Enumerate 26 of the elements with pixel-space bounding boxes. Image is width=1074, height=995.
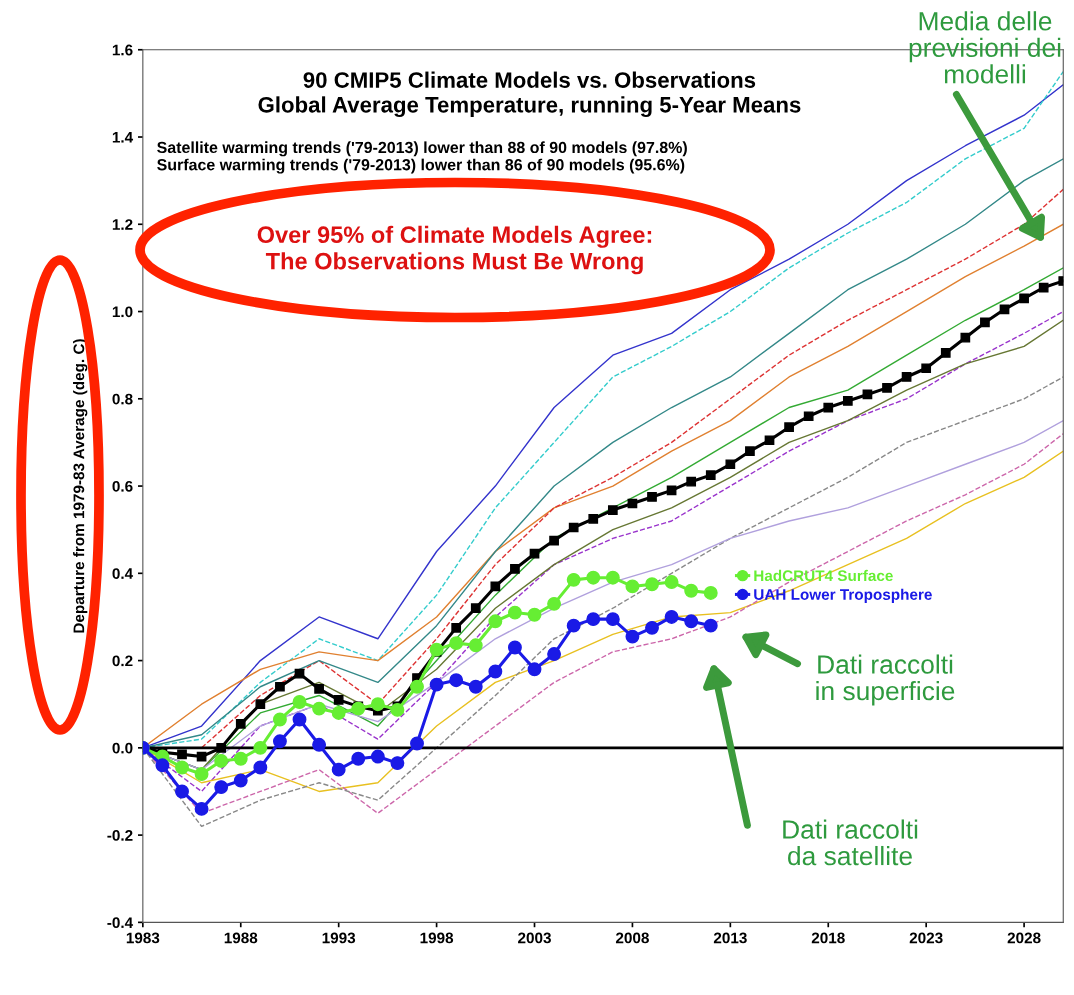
annotation: Dati raccolti da satellite bbox=[783, 819, 918, 866]
y-tick-label: -0.4 bbox=[107, 917, 134, 929]
y-tick-label: 0.0 bbox=[112, 742, 133, 754]
x-tick-label: 1988 bbox=[224, 932, 258, 944]
y-tick-label: 1.6 bbox=[112, 44, 133, 56]
x-tick-label: 2018 bbox=[811, 932, 845, 944]
annotation: Dati raccolti in superficie bbox=[816, 654, 955, 706]
y-tick-label: 0.6 bbox=[112, 480, 133, 492]
x-tick-label: 2023 bbox=[909, 932, 943, 944]
x-tick-label: 2008 bbox=[615, 932, 649, 944]
y-tick-label: 1.2 bbox=[112, 219, 133, 230]
x-tick-label: 2003 bbox=[518, 932, 551, 944]
text: 90 CMIP5 Climate Models vs. Observations Global Average Temperature, running 5-Year Means bbox=[258, 71, 801, 118]
x-tick-label: 1983 bbox=[126, 932, 160, 944]
y-tick-label: 1.0 bbox=[112, 306, 133, 318]
x-tick-label: 1998 bbox=[420, 932, 454, 944]
x-tick-label: 2013 bbox=[713, 932, 747, 944]
y-tick-label: 0.2 bbox=[112, 655, 133, 667]
text: Satellite warming trends ('79-2013) lower than 88 of 90 models (97.8%) Surface warming trends ('79-2013) lower than 86 of 90 models (95.6%) bbox=[157, 141, 687, 174]
x-tick-label: 2028 bbox=[1007, 932, 1041, 944]
y-tick-label: 1.4 bbox=[112, 132, 134, 143]
y-tick-label: 0.4 bbox=[112, 568, 134, 580]
y-tick-label: -0.2 bbox=[107, 829, 133, 841]
x-tick-label: 1993 bbox=[322, 932, 356, 944]
annotation: Over 95% of Climate Models Agree: The Observations Must Be Wrong bbox=[257, 225, 652, 275]
y-tick-label: 0.8 bbox=[112, 393, 133, 405]
